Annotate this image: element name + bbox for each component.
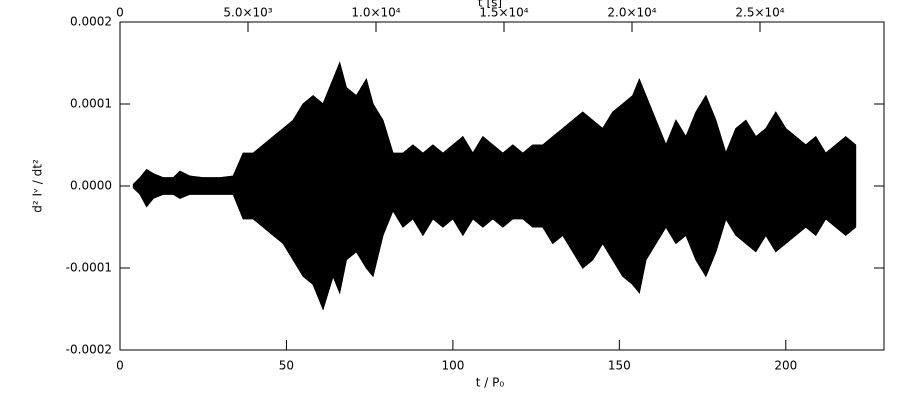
y-tick-label: -0.0001 [66,261,112,275]
x-tick-label: 100 [441,359,464,373]
signal-envelope-lower [132,187,857,311]
x2-tick-label: 1.0×10⁴ [351,6,400,20]
x2-tick-label: 2.0×10⁴ [607,6,656,20]
x-tick-label: 200 [774,359,797,373]
plot-frame [119,21,885,351]
x2-tick-label: 0 [116,6,124,20]
x-tick-label: 50 [279,359,294,373]
x-tick-label: 0 [116,359,124,373]
y-tick-label: 0.0000 [70,179,112,193]
x-axis-label: t / P₀ [476,376,505,390]
x2-tick-label: 5.0×10³ [223,6,272,20]
x2-axis-label: t [s] [478,0,502,10]
y-tick-label: -0.0002 [66,343,112,357]
y-tick-label: 0.0001 [70,97,112,111]
y-tick-label: 0.0002 [70,15,112,29]
x-tick-label: 150 [608,359,631,373]
y-axis-label: d² Iᵛ / dt² [31,159,45,213]
signal-area [132,61,857,311]
signal-envelope-upper [132,61,857,185]
x2-tick-label: 1.5×10⁴ [479,6,528,20]
x2-tick-label: 2.5×10⁴ [735,6,784,20]
